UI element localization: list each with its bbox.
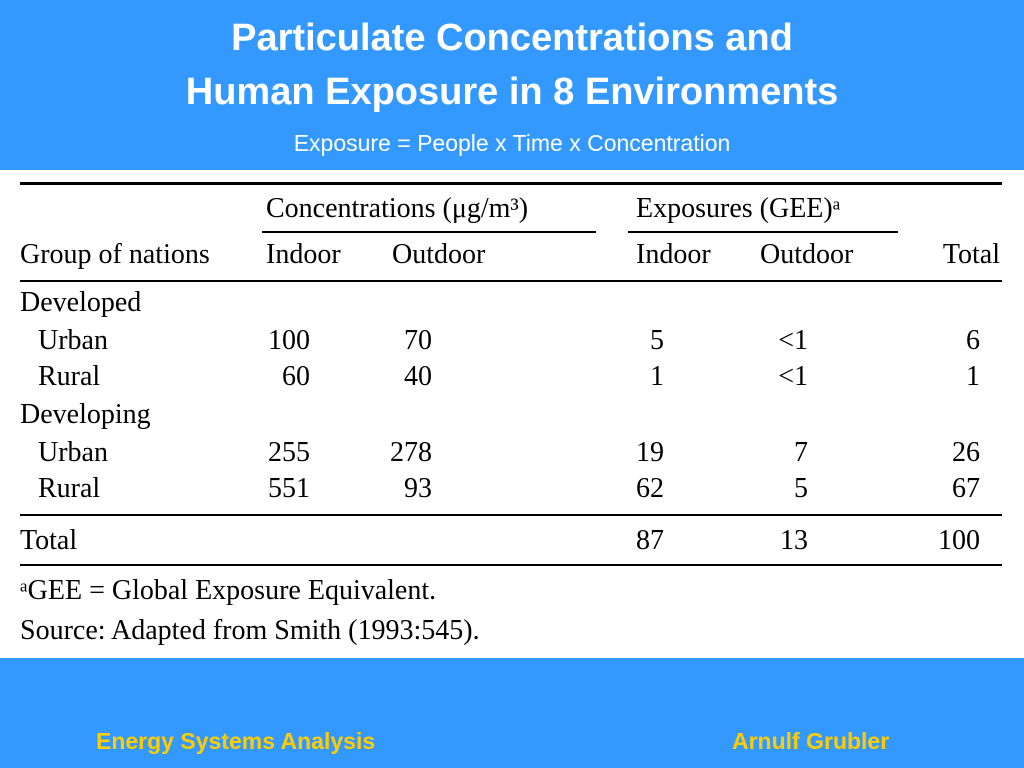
header-bottom-rule bbox=[20, 280, 1002, 282]
conc-outdoor-value: 278 bbox=[390, 437, 432, 468]
table-panel: Concentrations (μg/m³) Exposures (GEE)ᵃ … bbox=[0, 170, 1024, 658]
section-developing: Developing bbox=[20, 399, 151, 430]
source-note: Source: Adapted from Smith (1993:545). bbox=[20, 615, 480, 646]
conc-indoor-value: 60 bbox=[282, 361, 310, 392]
total-exp-outdoor: 13 bbox=[780, 525, 808, 556]
grand-total: 100 bbox=[938, 525, 980, 556]
footer-author: Arnulf Grubler bbox=[732, 728, 890, 754]
column-header-conc-indoor: Indoor bbox=[266, 239, 341, 270]
exp-outdoor-value: <1 bbox=[778, 325, 808, 356]
conc-outdoor-value: 40 bbox=[404, 361, 432, 392]
exp-outdoor-value: 7 bbox=[794, 437, 808, 468]
total-value: 26 bbox=[952, 437, 980, 468]
concentrations-group-header: Concentrations (μg/m³) bbox=[266, 193, 529, 224]
exp-outdoor-value: <1 bbox=[778, 361, 808, 392]
exp-outdoor-value: 5 bbox=[794, 473, 808, 504]
column-header-exp-outdoor: Outdoor bbox=[760, 239, 854, 270]
total-value: 1 bbox=[966, 361, 980, 392]
conc-indoor-value: 255 bbox=[268, 437, 310, 468]
footnote: ᵃGEE = Global Exposure Equivalent. bbox=[20, 575, 437, 606]
conc-indoor-value: 551 bbox=[268, 473, 310, 504]
slide-title-line-2: Human Exposure in 8 Environments bbox=[185, 71, 839, 113]
total-row-label: Total bbox=[20, 525, 78, 556]
exposures-group-header: Exposures (GEE)ᵃ bbox=[636, 193, 841, 224]
column-header-conc-outdoor: Outdoor bbox=[392, 239, 486, 270]
total-top-rule bbox=[20, 514, 1002, 516]
column-header-group: Group of nations bbox=[20, 239, 210, 270]
conc-outdoor-value: 93 bbox=[404, 473, 432, 504]
slide-subtitle: Exposure = People x Time x Concentration bbox=[293, 130, 731, 156]
exposures-underline bbox=[628, 231, 898, 233]
total-exp-indoor: 87 bbox=[636, 525, 664, 556]
data-table: Concentrations (μg/m³) Exposures (GEE)ᵃ … bbox=[0, 170, 1024, 658]
table-top-rule bbox=[20, 182, 1002, 185]
column-header-total: Total bbox=[942, 239, 1000, 270]
exp-indoor-value: 5 bbox=[650, 325, 664, 356]
slide-header: Particulate Concentrations and Human Exp… bbox=[0, 0, 1024, 170]
row-label: Rural bbox=[38, 473, 101, 504]
exp-indoor-value: 62 bbox=[636, 473, 664, 504]
row-label: Urban bbox=[38, 437, 108, 468]
total-value: 67 bbox=[952, 473, 980, 504]
table-bottom-rule bbox=[20, 564, 1002, 566]
conc-indoor-value: 100 bbox=[268, 325, 310, 356]
section-developed: Developed bbox=[20, 287, 142, 318]
slide-title-line-1: Particulate Concentrations and bbox=[231, 17, 793, 59]
column-header-exp-indoor: Indoor bbox=[636, 239, 711, 270]
slide-footer: Energy Systems Analysis Arnulf Grubler bbox=[0, 658, 1024, 768]
concentrations-underline bbox=[262, 231, 596, 233]
footer-course: Energy Systems Analysis bbox=[96, 728, 376, 754]
conc-outdoor-value: 70 bbox=[404, 325, 432, 356]
row-label: Rural bbox=[38, 361, 101, 392]
row-label: Urban bbox=[38, 325, 108, 356]
total-value: 6 bbox=[966, 325, 980, 356]
exp-indoor-value: 19 bbox=[636, 437, 664, 468]
exp-indoor-value: 1 bbox=[650, 361, 664, 392]
